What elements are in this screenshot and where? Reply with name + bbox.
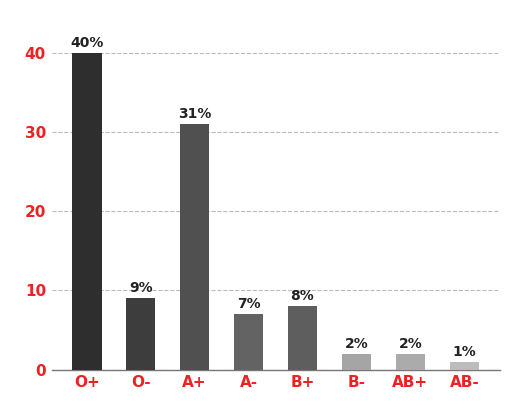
Text: 1%: 1%: [453, 344, 476, 359]
Bar: [288, 306, 317, 370]
Text: 2%: 2%: [345, 336, 368, 351]
Text: 31%: 31%: [178, 107, 211, 121]
Bar: [234, 314, 263, 370]
Bar: [180, 124, 210, 370]
Text: 9%: 9%: [129, 281, 152, 295]
Text: 2%: 2%: [399, 336, 422, 351]
Bar: [72, 52, 101, 370]
Text: 8%: 8%: [290, 289, 314, 303]
Text: 7%: 7%: [237, 297, 261, 311]
Bar: [450, 362, 479, 370]
Bar: [396, 354, 425, 370]
Bar: [341, 354, 371, 370]
Text: 40%: 40%: [70, 36, 104, 50]
Bar: [126, 298, 156, 370]
